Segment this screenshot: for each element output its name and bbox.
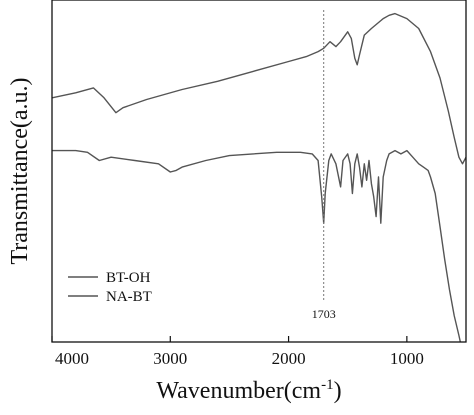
series-line-na-bt	[52, 149, 462, 342]
plot-frame	[51, 0, 467, 343]
x-tick-label-4000: 4000	[55, 349, 89, 368]
annotation-1703-label: 1703	[312, 307, 336, 321]
x-axis-ticks: 4000 3000 2000 1000	[51, 336, 424, 368]
series-line-bt-oh	[52, 12, 466, 165]
x-axis-title-exponent: -1	[321, 377, 334, 393]
x-axis-title: Wavenumber(cm-1)	[156, 377, 341, 404]
legend-label-bt-oh: BT-OH	[106, 270, 151, 286]
x-tick-label-2000: 2000	[272, 349, 306, 368]
y-axis-title: Transmittance(a.u.)	[7, 77, 33, 264]
legend-label-na-bt: NA-BT	[106, 289, 152, 305]
x-axis-title-close: )	[334, 378, 342, 404]
x-axis-title-main: Wavenumber	[156, 378, 283, 404]
plot-area	[52, 12, 466, 342]
x-tick-label-1000: 1000	[390, 349, 424, 368]
x-tick-label-3000: 3000	[153, 349, 187, 368]
x-axis-title-unit: (cm	[284, 378, 322, 404]
legend: BT-OH NA-BT	[68, 270, 152, 305]
